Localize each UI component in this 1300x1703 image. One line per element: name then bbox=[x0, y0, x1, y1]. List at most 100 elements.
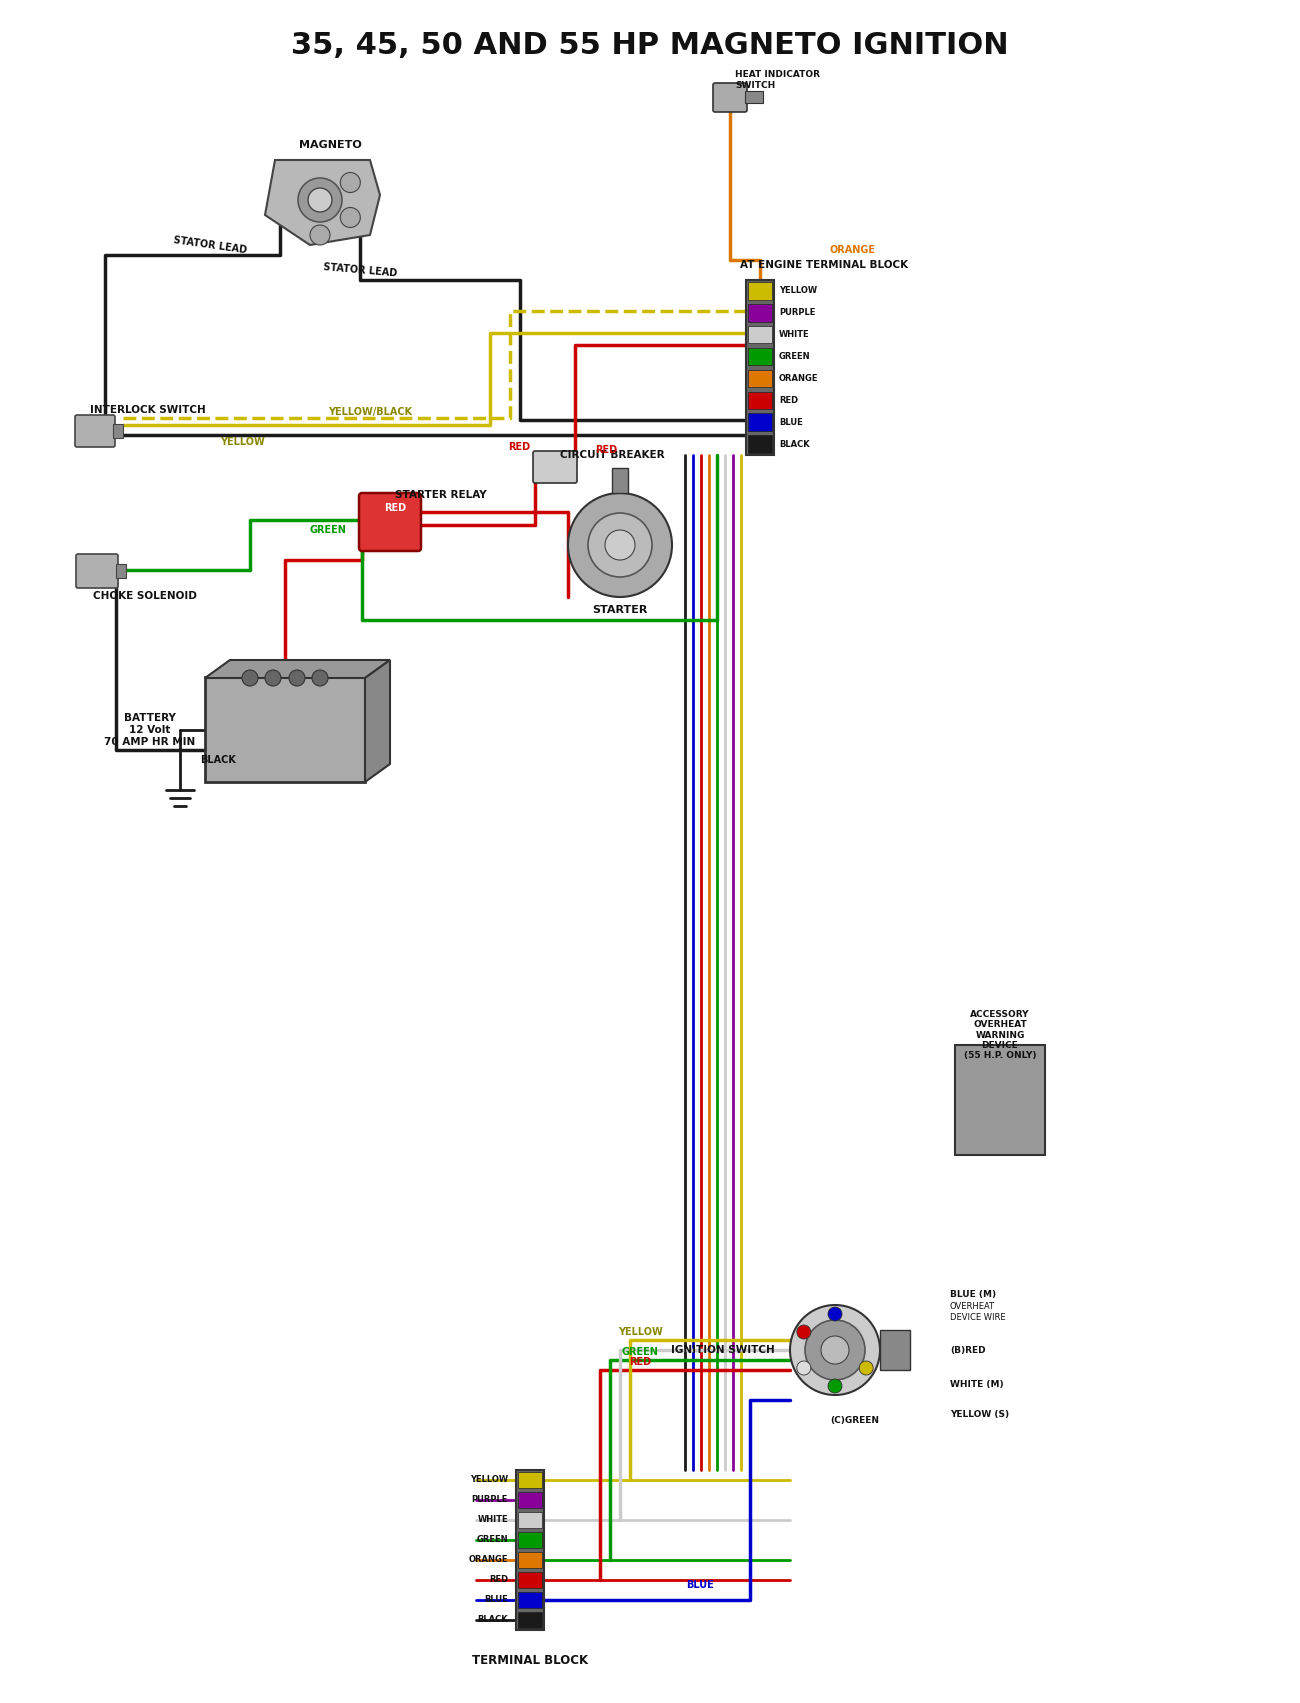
Text: ORANGE: ORANGE bbox=[779, 375, 819, 383]
Text: RED: RED bbox=[489, 1575, 508, 1584]
Text: RED: RED bbox=[595, 444, 617, 455]
Bar bbox=[517, 1572, 542, 1587]
Text: (B)RED: (B)RED bbox=[950, 1345, 985, 1354]
Text: WHITE: WHITE bbox=[477, 1516, 508, 1524]
Text: BLACK: BLACK bbox=[477, 1616, 508, 1625]
Bar bbox=[516, 1470, 543, 1630]
Polygon shape bbox=[265, 160, 380, 245]
Text: ORANGE: ORANGE bbox=[468, 1555, 508, 1565]
Bar bbox=[517, 1613, 542, 1628]
Circle shape bbox=[312, 669, 328, 686]
Text: RED: RED bbox=[508, 443, 530, 451]
Text: ACCESSORY
OVERHEAT
WARNING
DEVICE
(55 H.P. ONLY): ACCESSORY OVERHEAT WARNING DEVICE (55 H.… bbox=[963, 1010, 1036, 1061]
Text: CIRCUIT BREAKER: CIRCUIT BREAKER bbox=[560, 450, 664, 460]
Bar bbox=[116, 564, 126, 577]
Text: STATOR LEAD: STATOR LEAD bbox=[173, 235, 247, 255]
Text: GREEN: GREEN bbox=[779, 353, 811, 361]
Circle shape bbox=[828, 1379, 842, 1393]
Circle shape bbox=[828, 1306, 842, 1322]
Text: BATTERY
12 Volt
70 AMP HR MIN: BATTERY 12 Volt 70 AMP HR MIN bbox=[104, 714, 195, 746]
Circle shape bbox=[604, 530, 634, 560]
Text: BLUE: BLUE bbox=[779, 417, 803, 427]
Text: OVERHEAT
DEVICE WIRE: OVERHEAT DEVICE WIRE bbox=[950, 1303, 1006, 1322]
Circle shape bbox=[805, 1320, 865, 1379]
Bar bbox=[517, 1551, 542, 1568]
Text: BLACK: BLACK bbox=[779, 439, 810, 448]
Text: BLUE: BLUE bbox=[686, 1580, 714, 1591]
Text: IGNITION SWITCH: IGNITION SWITCH bbox=[671, 1345, 775, 1356]
Circle shape bbox=[822, 1335, 849, 1364]
FancyBboxPatch shape bbox=[712, 83, 748, 112]
Text: YELLOW: YELLOW bbox=[779, 286, 818, 295]
Text: STARTER: STARTER bbox=[593, 605, 647, 615]
Circle shape bbox=[309, 225, 330, 245]
Circle shape bbox=[308, 187, 332, 211]
Text: YELLOW: YELLOW bbox=[469, 1475, 508, 1485]
Text: YELLOW: YELLOW bbox=[618, 1327, 663, 1337]
Text: MAGNETO: MAGNETO bbox=[299, 140, 361, 150]
Bar bbox=[747, 305, 772, 322]
Circle shape bbox=[859, 1361, 874, 1374]
Text: YELLOW/BLACK: YELLOW/BLACK bbox=[328, 407, 412, 417]
Bar bbox=[956, 1046, 1045, 1155]
Text: GREEN: GREEN bbox=[621, 1347, 658, 1357]
Bar bbox=[747, 436, 772, 453]
FancyBboxPatch shape bbox=[75, 553, 118, 588]
Text: YELLOW (S): YELLOW (S) bbox=[950, 1410, 1009, 1420]
Text: PURPLE: PURPLE bbox=[779, 308, 815, 317]
Text: GREEN: GREEN bbox=[309, 525, 347, 535]
Circle shape bbox=[265, 669, 281, 686]
Text: (C)GREEN: (C)GREEN bbox=[831, 1415, 880, 1424]
Text: RED: RED bbox=[629, 1357, 651, 1368]
Text: TERMINAL BLOCK: TERMINAL BLOCK bbox=[472, 1654, 588, 1667]
Polygon shape bbox=[365, 661, 390, 782]
Text: BLUE: BLUE bbox=[484, 1596, 508, 1604]
Text: PURPLE: PURPLE bbox=[472, 1495, 508, 1504]
Bar bbox=[517, 1592, 542, 1608]
Bar bbox=[747, 347, 772, 366]
Circle shape bbox=[341, 208, 360, 228]
Bar bbox=[517, 1492, 542, 1507]
Bar bbox=[745, 90, 763, 102]
Circle shape bbox=[797, 1325, 811, 1339]
Text: BLACK: BLACK bbox=[200, 754, 235, 765]
Text: YELLOW: YELLOW bbox=[220, 438, 265, 446]
Bar bbox=[746, 279, 774, 455]
Text: INTERLOCK SWITCH: INTERLOCK SWITCH bbox=[90, 405, 205, 416]
Circle shape bbox=[790, 1304, 880, 1395]
Bar bbox=[747, 392, 772, 409]
Text: HEAT INDICATOR
SWITCH: HEAT INDICATOR SWITCH bbox=[734, 70, 820, 90]
Circle shape bbox=[588, 513, 653, 577]
Bar bbox=[747, 283, 772, 300]
Text: 35, 45, 50 AND 55 HP MAGNETO IGNITION: 35, 45, 50 AND 55 HP MAGNETO IGNITION bbox=[291, 31, 1009, 60]
Text: WHITE: WHITE bbox=[779, 330, 810, 339]
Text: WHITE (M): WHITE (M) bbox=[950, 1381, 1004, 1390]
FancyBboxPatch shape bbox=[75, 416, 114, 446]
Bar bbox=[747, 325, 772, 344]
FancyBboxPatch shape bbox=[533, 451, 577, 484]
Bar bbox=[113, 424, 124, 438]
Bar bbox=[747, 414, 772, 431]
Text: STATOR LEAD: STATOR LEAD bbox=[322, 262, 398, 278]
Text: ORANGE: ORANGE bbox=[829, 245, 876, 255]
Circle shape bbox=[298, 179, 342, 221]
Bar bbox=[517, 1512, 542, 1528]
Text: RED: RED bbox=[384, 502, 406, 513]
Bar bbox=[517, 1471, 542, 1488]
Polygon shape bbox=[205, 661, 390, 678]
Bar bbox=[612, 468, 628, 492]
Circle shape bbox=[242, 669, 257, 686]
Text: STARTER RELAY: STARTER RELAY bbox=[395, 490, 486, 501]
Bar bbox=[517, 1533, 542, 1548]
FancyBboxPatch shape bbox=[359, 492, 421, 552]
Text: AT ENGINE TERMINAL BLOCK: AT ENGINE TERMINAL BLOCK bbox=[740, 261, 909, 271]
Bar bbox=[205, 678, 365, 782]
Text: RED: RED bbox=[779, 395, 798, 405]
Circle shape bbox=[568, 492, 672, 598]
Bar bbox=[747, 370, 772, 387]
Circle shape bbox=[797, 1361, 811, 1374]
Text: CHOKE SOLENOID: CHOKE SOLENOID bbox=[94, 591, 196, 601]
Circle shape bbox=[289, 669, 306, 686]
Text: GREEN: GREEN bbox=[476, 1536, 508, 1545]
Circle shape bbox=[341, 172, 360, 192]
